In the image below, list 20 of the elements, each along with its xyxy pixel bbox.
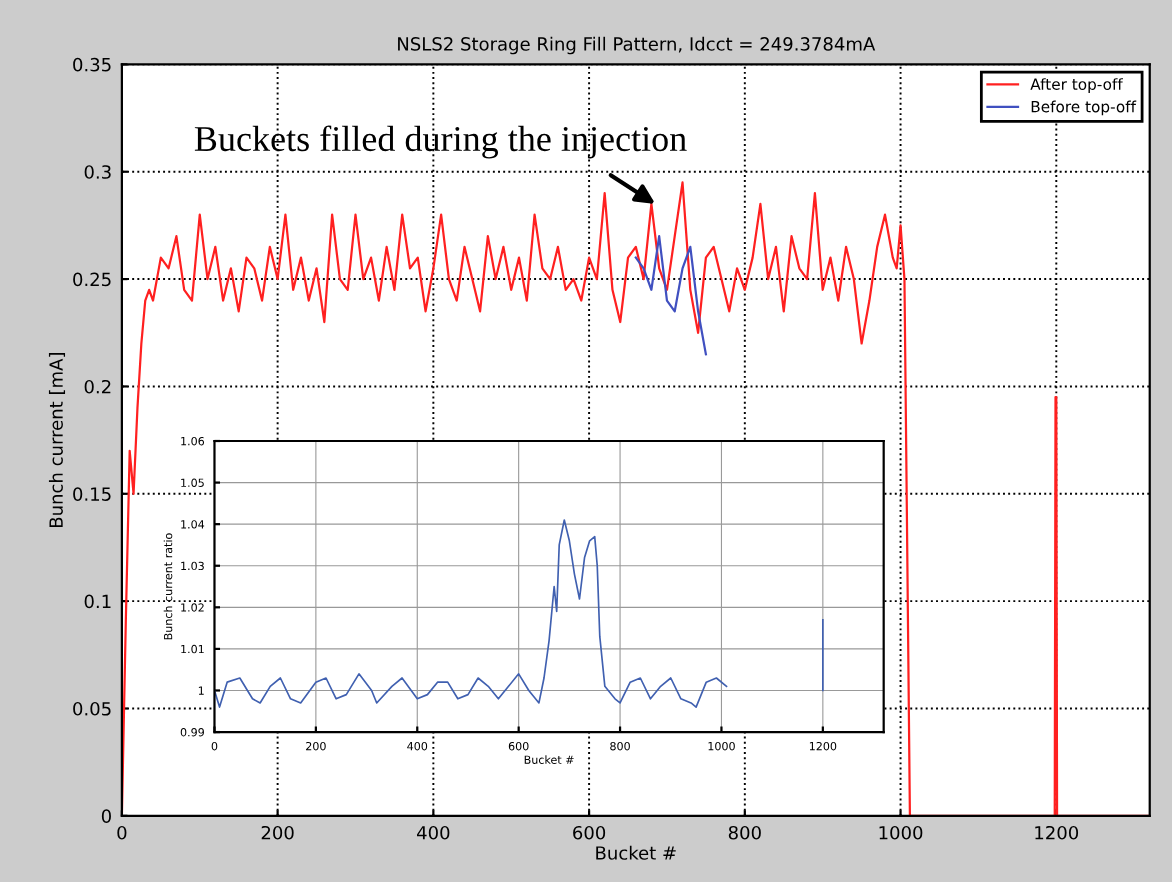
y-tick-label: 0 bbox=[101, 809, 111, 823]
y-tick-label: 0.3 bbox=[84, 165, 111, 179]
x-tick-label: 800 bbox=[728, 825, 761, 840]
x-tick-label: 400 bbox=[417, 825, 450, 840]
x-tick-label: 1200 bbox=[1035, 825, 1079, 840]
y-tick-label: 0.05 bbox=[73, 701, 111, 716]
x-axis-title: Bucket # bbox=[596, 845, 676, 860]
y-tick-label: 0.25 bbox=[73, 272, 111, 287]
y-tick-label: 0.35 bbox=[73, 57, 111, 72]
x-tick-label: 1000 bbox=[879, 825, 923, 840]
line-series bbox=[634, 235, 707, 356]
chart-title: NSLS2 Storage Ring Fill Pattern, Idcct = 249.3784mA bbox=[398, 36, 876, 55]
y-axis-title: Bunch current [mA] bbox=[48, 353, 66, 527]
x-tick-label: 600 bbox=[573, 825, 606, 840]
y-tick-label: 0.15 bbox=[73, 487, 111, 501]
x-tick-label: 200 bbox=[261, 825, 294, 840]
annotation: Buckets filled during the injection bbox=[194, 125, 687, 159]
y-tick-label: 0.2 bbox=[84, 379, 111, 394]
y-tick-label: 0.1 bbox=[84, 594, 111, 609]
x-tick-label: 0 bbox=[117, 825, 127, 840]
